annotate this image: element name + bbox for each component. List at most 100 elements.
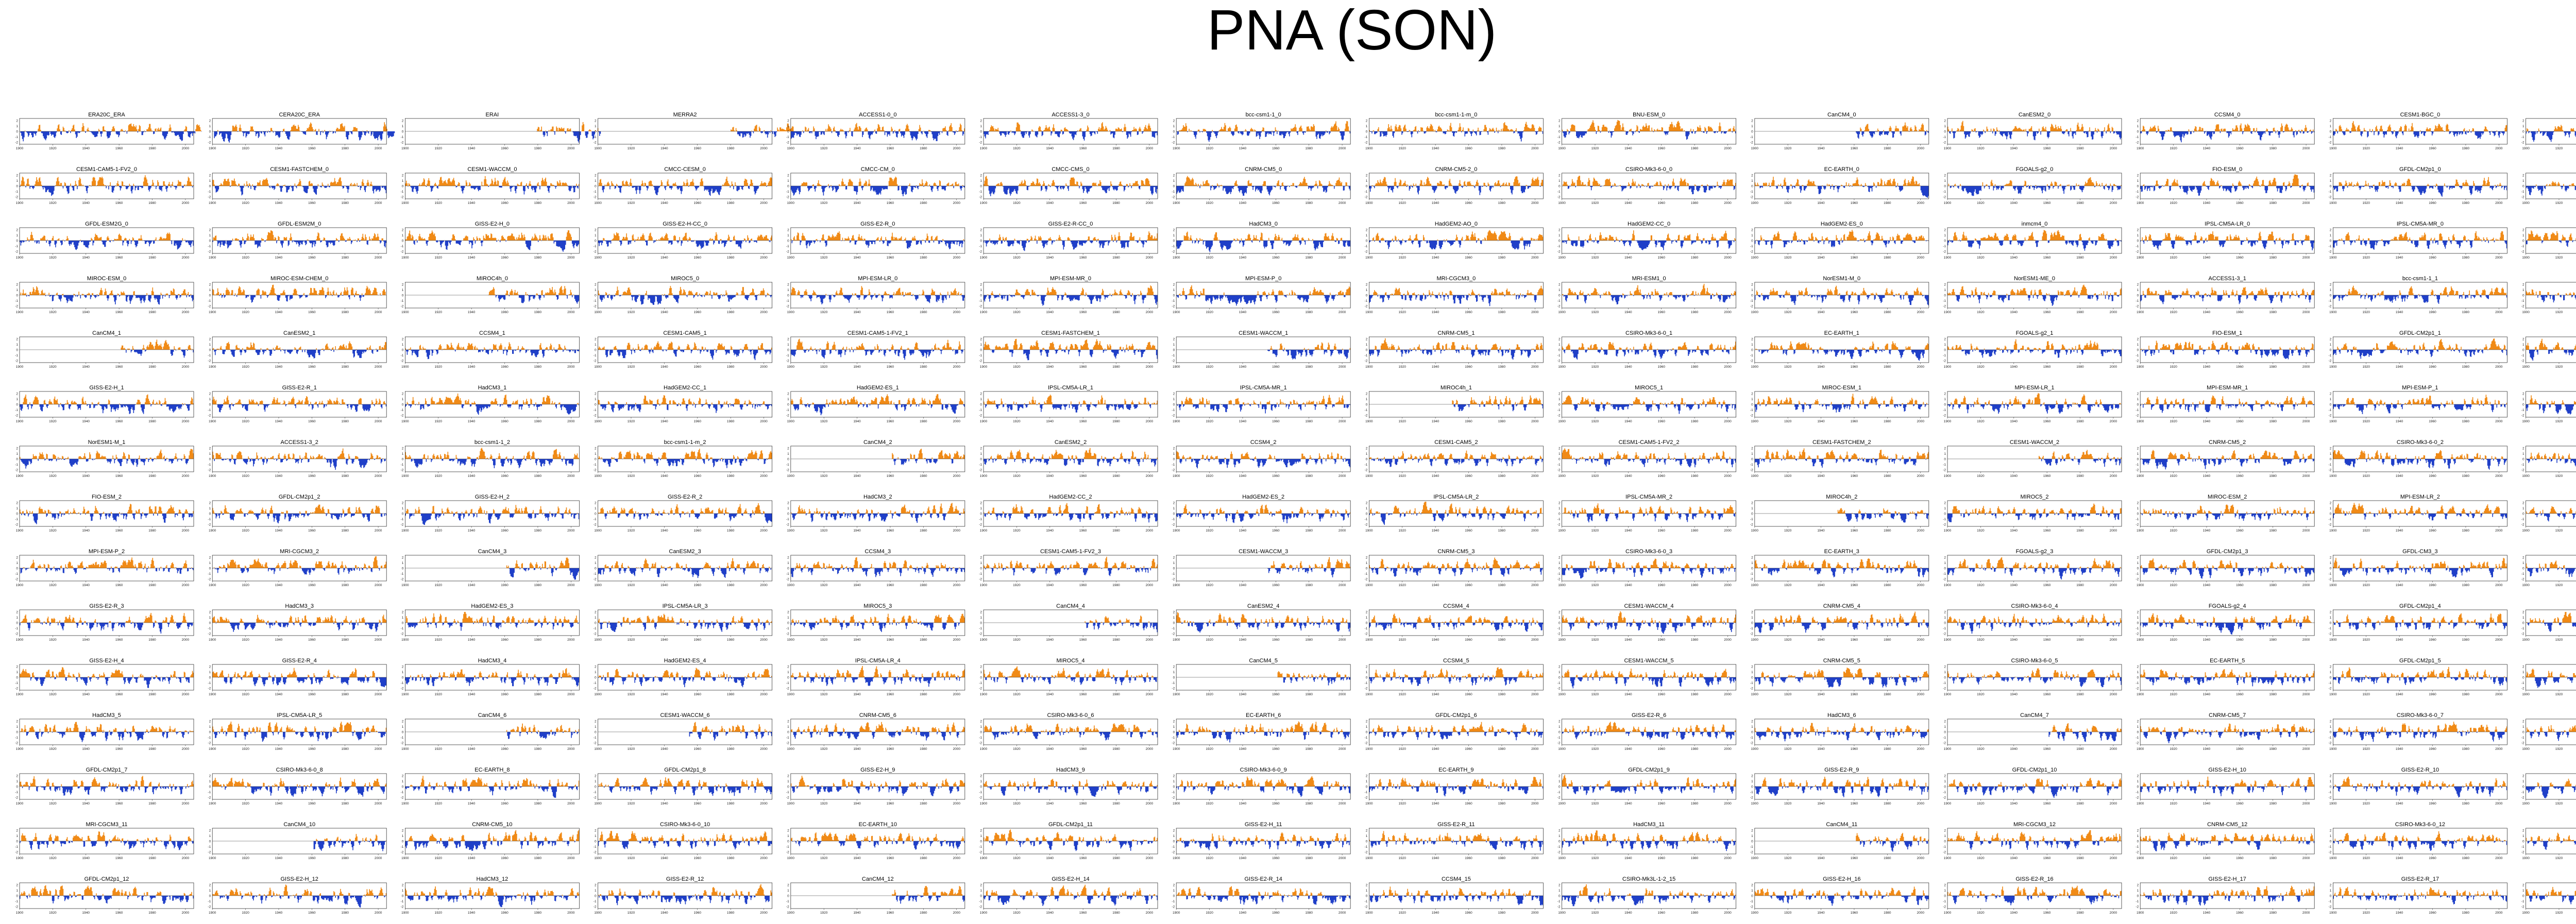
y-tick-label: -1 — [1750, 354, 1753, 357]
x-tick-label: 2000 — [1531, 584, 1539, 587]
x-tick-label: 1960 — [2043, 201, 2051, 205]
y-tick-label: 2 — [2522, 829, 2524, 833]
x-tick-label: 1960 — [1465, 311, 1472, 314]
x-tick-label: 1980 — [1112, 256, 1120, 260]
x-tick-label: 1920 — [1399, 911, 1406, 915]
x-tick-label: 2000 — [953, 584, 960, 587]
x-tick-label: 1980 — [341, 747, 349, 751]
x-tick-label: 1900 — [401, 857, 409, 860]
x-tick-label: 1900 — [594, 529, 602, 533]
x-tick-label: 1960 — [887, 420, 894, 423]
subplot-title: EC-EARTH_0 — [1824, 166, 1859, 173]
x-tick-label: 1940 — [2010, 201, 2018, 205]
x-tick-label: 1920 — [435, 911, 443, 915]
x-tick-label: 1900 — [787, 529, 795, 533]
y-tick-label: 0 — [1366, 676, 1368, 680]
positive-anomaly-area — [1370, 502, 1543, 514]
x-tick-label: 1960 — [694, 802, 702, 806]
y-tick-label: 0 — [1751, 785, 1753, 789]
x-tick-label: 2000 — [182, 802, 190, 806]
y-tick-label: -1 — [401, 572, 404, 576]
axes-frame — [598, 609, 772, 636]
subplot-title: GFDL-CM2p1_3 — [2207, 549, 2248, 555]
axes-frame — [2140, 173, 2315, 199]
y-tick-label: 0 — [2330, 349, 2332, 352]
axes-frame — [790, 882, 965, 909]
x-tick-label: 1940 — [2010, 147, 2018, 150]
y-tick-label: 0 — [1173, 567, 1175, 571]
x-tick-label: 2000 — [953, 365, 960, 369]
x-tick-label: 1960 — [501, 529, 509, 533]
y-tick-label: -1 — [2521, 791, 2524, 794]
y-tick-label: 2 — [1366, 447, 1368, 451]
positive-anomaly-area — [984, 395, 1158, 404]
positive-anomaly-area — [506, 723, 580, 732]
axes-frame — [2140, 227, 2315, 254]
axes-frame — [2526, 391, 2576, 418]
y-tick-label: 2 — [2330, 447, 2332, 451]
x-tick-label: 1900 — [2137, 474, 2144, 478]
y-tick-label: -2 — [979, 196, 982, 199]
y-tick-label: 0 — [16, 567, 18, 571]
x-tick-label: 1900 — [209, 638, 216, 642]
x-tick-label: 2000 — [1146, 420, 1154, 423]
x-tick-label: 1920 — [1399, 311, 1406, 314]
y-tick-label: -1 — [2521, 245, 2524, 248]
x-tick-label: 1920 — [242, 311, 249, 314]
x-tick-label: 1940 — [82, 365, 90, 369]
x-tick-label: 1900 — [1173, 420, 1180, 423]
x-tick-label: 1960 — [2236, 584, 2244, 587]
axes-frame — [790, 500, 965, 527]
y-tick-label: -2 — [1365, 250, 1368, 254]
x-tick-label: 2000 — [1917, 256, 1924, 260]
x-tick-label: 1960 — [694, 747, 702, 751]
positive-anomaly-area — [2143, 776, 2315, 786]
y-tick-label: 1 — [595, 288, 597, 292]
negative-anomaly-area — [1176, 295, 1346, 306]
axes-frame — [1947, 773, 2122, 800]
y-tick-label: -1 — [1943, 245, 1946, 248]
y-tick-label: -1 — [2329, 135, 2332, 139]
y-tick-label: 2 — [1944, 665, 1946, 669]
y-tick-label: 2 — [1173, 665, 1175, 669]
x-tick-label: 1960 — [1658, 147, 1666, 150]
y-tick-label: 1 — [595, 671, 597, 674]
y-tick-label: 1 — [16, 452, 18, 456]
x-tick-label: 1900 — [1944, 857, 1952, 860]
x-tick-label: 2000 — [2110, 474, 2117, 478]
y-tick-label: -2 — [1172, 469, 1175, 472]
x-tick-label: 1960 — [501, 747, 509, 751]
subplot-title: MPI-ESM-P_0 — [1245, 276, 1281, 282]
positive-anomaly-area — [1370, 613, 1538, 623]
y-tick-label: 2 — [16, 884, 18, 887]
x-tick-label: 1940 — [82, 529, 90, 533]
x-tick-label: 2000 — [1338, 311, 1346, 314]
x-tick-label: 2000 — [953, 638, 960, 642]
y-tick-label: 0 — [2137, 349, 2139, 352]
y-tick-label: 0 — [1751, 130, 1753, 134]
y-tick-label: 0 — [1173, 512, 1175, 516]
x-tick-label: 1960 — [115, 365, 123, 369]
y-tick-label: 1 — [2330, 507, 2332, 510]
y-tick-label: -2 — [15, 196, 18, 199]
y-tick-label: -1 — [15, 572, 18, 576]
x-tick-label: 1900 — [2329, 529, 2337, 533]
x-tick-label: 1940 — [1817, 584, 1825, 587]
x-tick-label: 1900 — [209, 529, 216, 533]
subplot-title: MPI-ESM-P_1 — [2402, 385, 2438, 391]
subplot-title: MIROC4h_1 — [1440, 385, 1472, 391]
x-tick-label: 1920 — [2170, 201, 2177, 205]
x-tick-label: 1980 — [1112, 201, 1120, 205]
positive-anomaly-area — [1372, 722, 1538, 732]
y-tick-label: 1 — [2522, 234, 2524, 237]
subplot-title: HadGEM2-CC_1 — [664, 385, 706, 391]
x-tick-label: 1980 — [1884, 529, 1891, 533]
x-tick-label: 1980 — [920, 911, 927, 915]
x-tick-label: 1900 — [1365, 529, 1373, 533]
axes-frame — [1368, 555, 1544, 581]
x-tick-label: 1960 — [1658, 201, 1666, 205]
y-tick-label: -2 — [401, 523, 404, 527]
x-tick-label: 1960 — [1465, 420, 1472, 423]
x-tick-label: 1960 — [501, 584, 509, 587]
